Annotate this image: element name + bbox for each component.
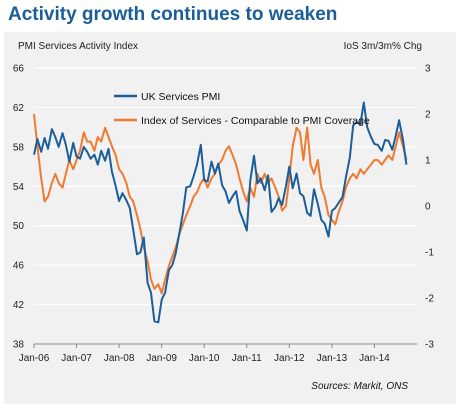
chart-title: Activity growth continues to weaken <box>8 4 338 25</box>
left-tick-label: 38 <box>13 340 25 351</box>
x-tick-label: Jan-10 <box>189 353 220 364</box>
gridlines <box>34 67 417 345</box>
line-chart: PMI Services Activity Index IoS 3m/3m% C… <box>13 41 434 392</box>
right-axis-title: IoS 3m/3m% Chg <box>344 41 422 52</box>
x-tick-label: Jan-06 <box>19 353 50 364</box>
x-tick-label: Jan-11 <box>232 353 262 364</box>
right-tick-label: 3 <box>425 64 431 75</box>
legend-label-index-of-services: Index of Services - Comparable to PMI Co… <box>141 115 370 127</box>
left-tick-label: 58 <box>13 142 25 153</box>
x-tick-label: Jan-08 <box>104 353 135 364</box>
left-tick-label: 54 <box>13 182 25 193</box>
legend: UK Services PMI Index of Services - Comp… <box>114 91 370 127</box>
left-tick-label: 42 <box>13 300 25 311</box>
x-tick-label: Jan-09 <box>146 353 177 364</box>
x-tick-label: Jan-14 <box>359 353 390 364</box>
x-tick-label: Jan-12 <box>274 353 305 364</box>
left-axis-title: PMI Services Activity Index <box>18 41 138 52</box>
chart-panel: PMI Services Activity Index IoS 3m/3m% C… <box>4 32 456 404</box>
right-tick-label: -1 <box>425 248 434 259</box>
right-tick-label: 2 <box>425 110 431 121</box>
x-tick-label: Jan-13 <box>317 353 348 364</box>
left-tick-label: 46 <box>13 261 25 272</box>
right-tick-label: 1 <box>425 156 431 167</box>
right-tick-label: -2 <box>425 294 434 305</box>
left-axis-ticks: 38 42 46 50 54 58 62 66 <box>13 64 25 351</box>
left-tick-label: 66 <box>13 64 25 75</box>
x-axis-ticks: Jan-06 Jan-07 Jan-08 Jan-09 Jan-10 Jan-11 Jan-… <box>19 343 417 364</box>
series-line-index-of-services <box>33 113 408 295</box>
series-line-uk-services-pmi <box>33 101 408 324</box>
left-tick-label: 50 <box>13 221 25 232</box>
right-tick-label: 0 <box>425 202 431 213</box>
series-lines <box>33 101 408 324</box>
left-tick-label: 62 <box>13 103 25 114</box>
right-tick-label: -3 <box>425 340 434 351</box>
source-note: Sources: Markit, ONS <box>311 381 408 392</box>
right-axis-ticks: -3 -2 -1 0 1 2 3 <box>425 64 434 351</box>
legend-label-uk-services-pmi: UK Services PMI <box>141 91 220 103</box>
x-tick-label: Jan-07 <box>61 353 92 364</box>
